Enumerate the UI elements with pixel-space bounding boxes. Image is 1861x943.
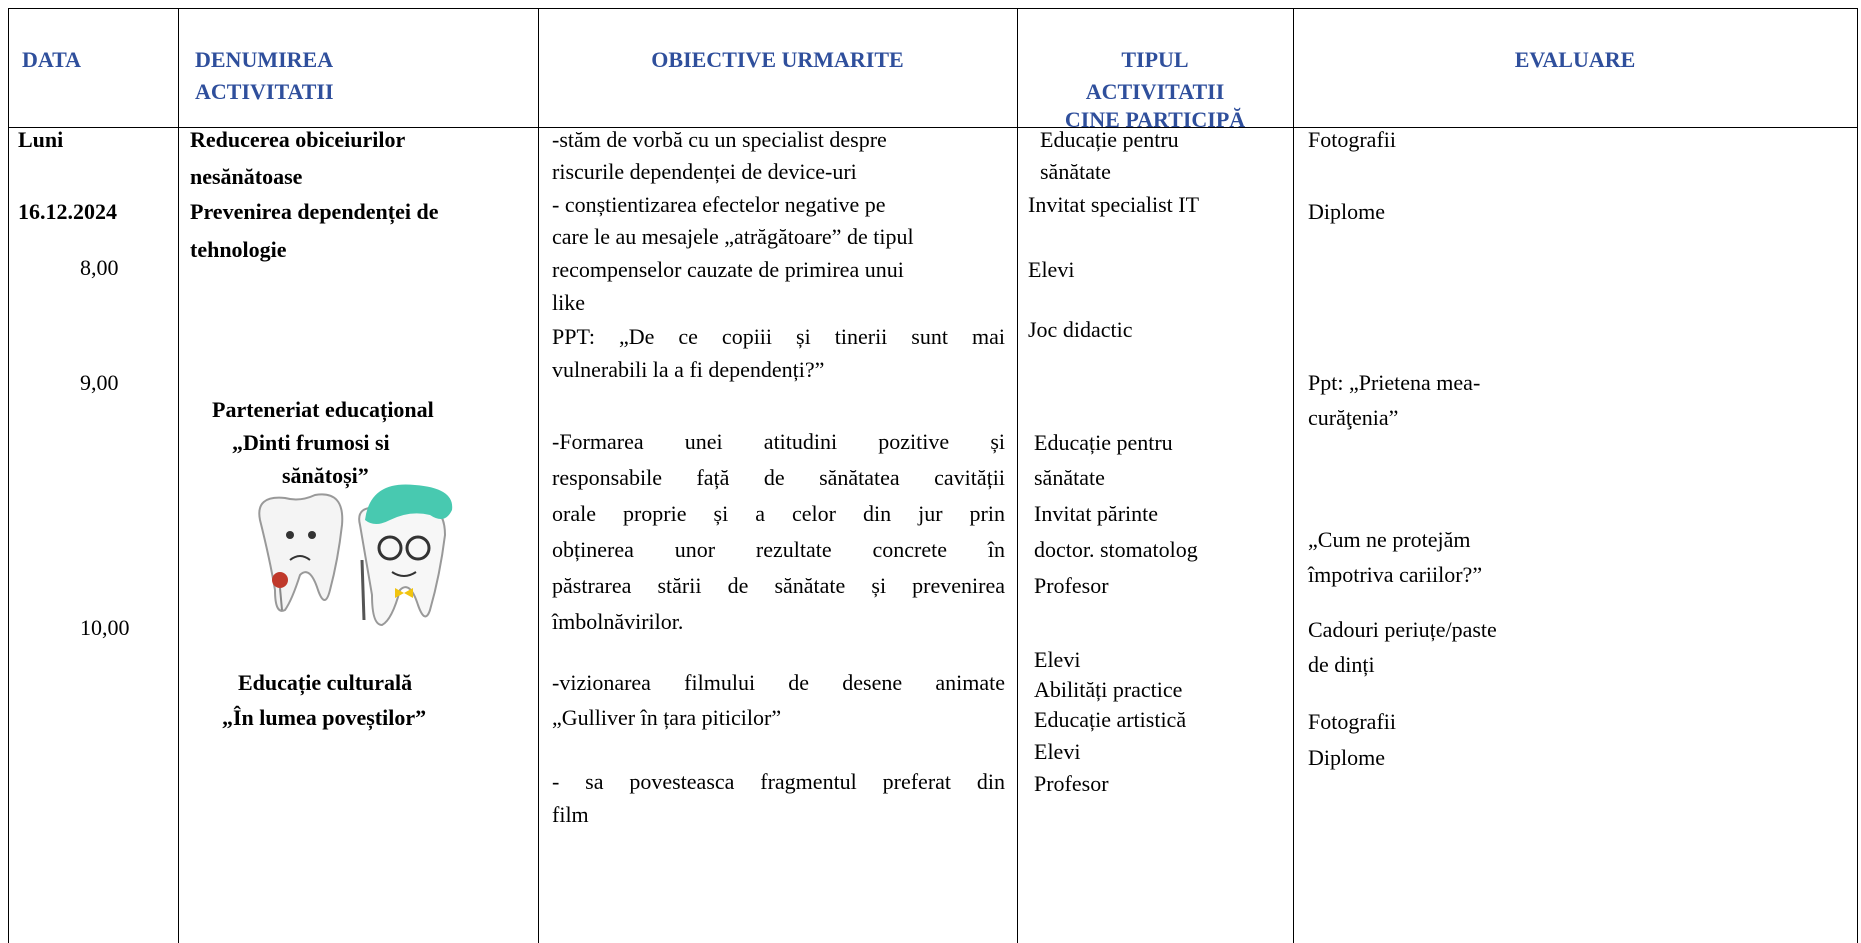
cell-text: PPT: „De ce copiii și tinerii sunt mai — [552, 324, 1005, 349]
cell-text: tehnologie — [190, 237, 287, 262]
cell-text: obținerea unor rezultate concrete în — [552, 537, 1005, 562]
teeth-illustration — [258, 484, 453, 627]
table-border — [1293, 8, 1294, 943]
cell-text: like — [552, 290, 585, 315]
cell-text: doctor. stomatolog — [1034, 537, 1198, 562]
cell-text: Parteneriat educațional — [212, 397, 434, 422]
cell-text: Abilități practice — [1034, 677, 1183, 702]
table-border — [178, 8, 179, 943]
cell-text: „Dinti frumosi si — [232, 430, 390, 455]
cell-text: ACTIVITATII — [195, 79, 334, 104]
cell-text: recompenselor cauzate de primirea unui — [552, 257, 904, 282]
cell-text: Elevi — [1034, 739, 1081, 764]
cell-text: curăţenia” — [1308, 405, 1399, 430]
cell-text: film — [552, 802, 589, 827]
cell-text: 9,00 — [80, 370, 119, 395]
cell-text: 10,00 — [80, 615, 130, 640]
cell-text: Fotografii — [1308, 127, 1396, 152]
cell-text: „În lumea poveștilor” — [222, 705, 427, 730]
cell-text: Reducerea obiceiurilor — [190, 127, 406, 152]
cell-text: EVALUARE — [1514, 47, 1636, 72]
cell-text: Joc didactic — [1028, 317, 1133, 342]
cell-text: „Cum ne protejăm — [1308, 527, 1471, 552]
table-border — [538, 8, 539, 943]
cell-text: Cadouri periuțe/paste — [1308, 617, 1497, 642]
cell-text: „Gulliver în țara piticilor” — [552, 705, 782, 730]
cell-text: DENUMIREA — [195, 47, 334, 72]
cell-text: Fotografii — [1308, 709, 1396, 734]
cell-text: Educație pentru — [1034, 430, 1173, 455]
cell-text: nesănătoase — [190, 164, 303, 189]
cell-text: ACTIVITATII — [1085, 79, 1225, 104]
table-border — [1017, 8, 1018, 943]
cell-text: Ppt: „Prietena mea- — [1308, 370, 1481, 395]
cell-text: vulnerabili la a fi dependenți?” — [552, 357, 825, 382]
cell-text: -stăm de vorbă cu un specialist despre — [552, 127, 887, 152]
cell-text: - sa povesteasca fragmentul preferat din — [552, 769, 1005, 794]
cell-text: Profesor — [1034, 573, 1109, 598]
cell-text: Invitat părinte — [1034, 501, 1159, 526]
cell-text: - conștientizarea efectelor negative pe — [552, 192, 886, 217]
cell-text: care le au mesajele „atrăgătoare” de tip… — [552, 224, 914, 249]
cell-text: sănătate — [1040, 159, 1111, 184]
cell-text: Educație pentru — [1040, 127, 1179, 152]
cell-text: îmbolnăvirilor. — [552, 609, 684, 634]
cell-text: TIPUL — [1121, 47, 1189, 72]
cell-text: Diplome — [1308, 199, 1385, 224]
cell-text: Elevi — [1028, 257, 1075, 282]
cell-text: Luni — [18, 127, 64, 152]
cell-text: sănătate — [1034, 465, 1105, 490]
cell-text: Diplome — [1308, 745, 1385, 770]
cell-text: sănătoși” — [282, 463, 369, 488]
cell-text: CINE PARTICIPĂ — [1064, 107, 1246, 132]
cell-text: 16.12.2024 — [18, 199, 117, 224]
table-border — [8, 8, 9, 943]
cell-text: 8,00 — [80, 255, 119, 280]
cell-text: DATA — [22, 47, 82, 72]
cell-text: Invitat specialist IT — [1028, 192, 1200, 217]
cell-text: Elevi — [1034, 647, 1081, 672]
cell-text: OBIECTIVE URMARITE — [651, 47, 904, 72]
table-border — [8, 127, 1858, 128]
cell-text: Prevenirea dependenței de — [190, 199, 439, 224]
cell-text: -vizionarea filmului de desene animate — [552, 670, 1005, 695]
cell-text: Educație culturală — [238, 670, 413, 695]
cell-text: împotriva cariilor?” — [1308, 562, 1483, 587]
cell-text: orale proprie și a celor din jur prin — [552, 501, 1005, 526]
cell-text: de dinți — [1308, 652, 1375, 677]
table-border — [1857, 8, 1858, 943]
cell-text: Educație artistică — [1034, 707, 1187, 732]
cell-text: responsabile față de sănătatea cavității — [552, 465, 1005, 490]
table-border — [8, 8, 1858, 9]
cell-text: păstrarea stării de sănătate și prevenir… — [552, 573, 1005, 598]
cell-text: riscurile dependenței de device-uri — [552, 159, 857, 184]
cell-text: Profesor — [1034, 771, 1109, 796]
cell-text: -Formarea unei atitudini pozitive și — [552, 429, 1005, 454]
